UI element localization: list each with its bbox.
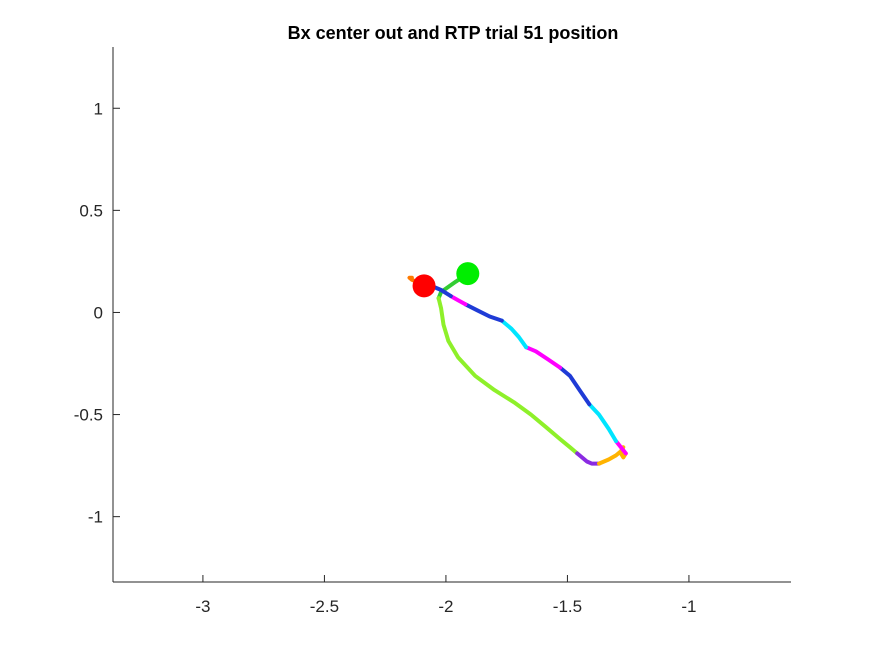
end-marker bbox=[412, 274, 436, 298]
start-marker bbox=[456, 262, 480, 286]
trajectory-segment bbox=[614, 439, 628, 456]
x-tick-label: -2 bbox=[438, 597, 453, 616]
trajectory-markers bbox=[412, 262, 480, 298]
y-tick-label: 0 bbox=[94, 303, 103, 322]
x-tick-label: -2.5 bbox=[310, 597, 339, 616]
trajectory-segment bbox=[499, 318, 529, 350]
trajectory-segment bbox=[463, 302, 504, 323]
x-tick-label: -1.5 bbox=[553, 597, 582, 616]
trajectory-segment bbox=[436, 296, 580, 456]
trajectory-segment bbox=[524, 345, 563, 370]
trajectory-segment bbox=[558, 365, 592, 407]
chart-title: Bx center out and RTP trial 51 position bbox=[288, 23, 619, 43]
trajectory-segment bbox=[575, 451, 601, 466]
axes: -3 -2.5 -2 -1.5 -1 1 0.5 0 -0.5 -1 bbox=[74, 47, 791, 616]
y-tick-label: -1 bbox=[88, 508, 103, 527]
x-tick-label: -3 bbox=[195, 597, 210, 616]
trajectory-traces bbox=[407, 271, 628, 466]
trajectory-segment bbox=[448, 294, 468, 307]
x-tick-label: -1 bbox=[681, 597, 696, 616]
y-tick-label: 0.5 bbox=[79, 201, 103, 220]
y-tick-label: 1 bbox=[94, 99, 103, 118]
y-tick-label: -0.5 bbox=[74, 406, 103, 425]
trajectory-segment bbox=[587, 402, 618, 444]
